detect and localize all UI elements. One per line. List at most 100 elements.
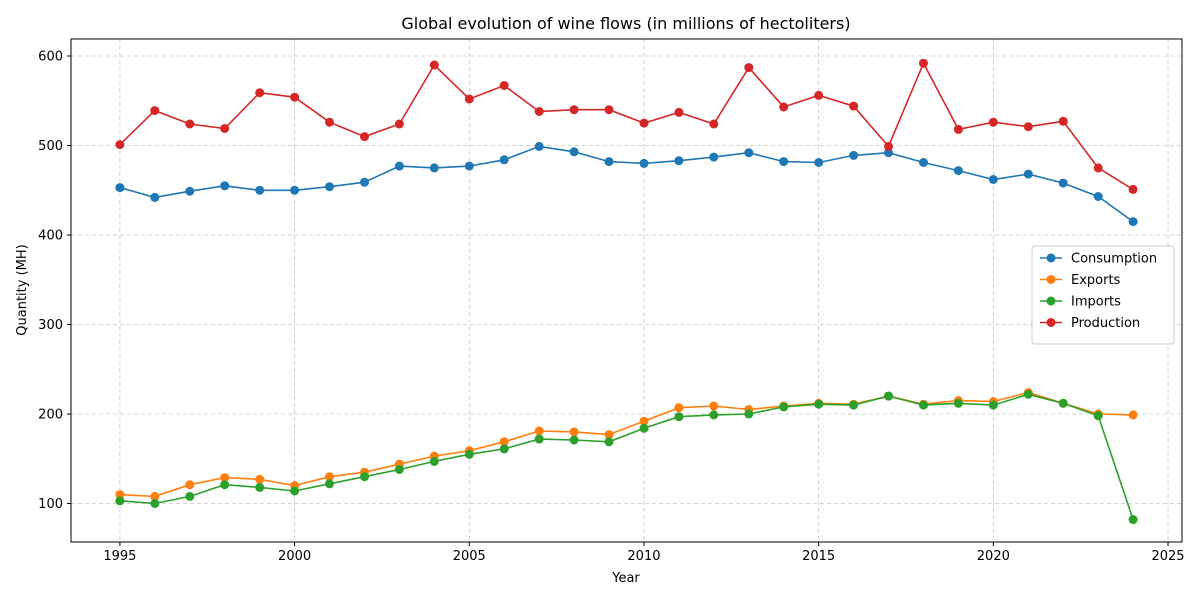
- x-tick-label: 2020: [977, 549, 1010, 564]
- series-production: [115, 58, 1138, 194]
- x-tick-label: 2000: [278, 549, 311, 564]
- production-point: [499, 81, 509, 90]
- consumption-point: [709, 152, 719, 162]
- consumption-point: [1058, 178, 1068, 188]
- imports-point: [220, 480, 230, 490]
- imports-point: [394, 465, 404, 474]
- y-axis-title: Quantity (MH): [15, 244, 30, 335]
- imports-point: [534, 434, 544, 444]
- imports-point: [1128, 515, 1138, 525]
- production-point: [744, 63, 754, 73]
- exports-point: [1128, 410, 1138, 420]
- exports-point: [604, 430, 614, 440]
- imports-point: [360, 472, 369, 482]
- imports-point: [290, 486, 300, 496]
- imports-point: [150, 499, 160, 508]
- consumption-point: [779, 157, 789, 167]
- x-tick-label: 2025: [1151, 549, 1184, 564]
- legend-box: [1031, 245, 1175, 345]
- exports-point: [220, 473, 230, 483]
- imports-point: [429, 456, 439, 466]
- series-consumption: [115, 141, 1138, 227]
- x-tick-label: 2005: [453, 549, 486, 564]
- imports-point: [115, 496, 125, 506]
- consumption-point: [604, 157, 614, 167]
- exports-point: [534, 426, 544, 436]
- imports-point: [953, 398, 963, 408]
- consumption-point: [394, 161, 404, 171]
- y-tick-label: 100: [38, 497, 63, 512]
- production-point: [709, 119, 719, 129]
- consumption-point: [744, 148, 754, 158]
- production-point: [290, 92, 300, 102]
- consumption-point: [919, 158, 928, 167]
- exports-point: [639, 416, 649, 426]
- imports-point: [1023, 389, 1033, 399]
- consumption-point: [255, 185, 265, 195]
- production-point: [255, 88, 265, 98]
- exports-point: [674, 403, 684, 413]
- series-imports: [115, 389, 1138, 525]
- production-point: [220, 124, 230, 133]
- x-tick-label: 2015: [802, 549, 835, 564]
- axis-ticks: 1995 2000 2005 2010 2015 2020 2025 100 200 300 400…: [38, 50, 1184, 564]
- consumption-point: [429, 163, 439, 173]
- legend-marker-exports: [1046, 275, 1056, 284]
- exports-point: [325, 472, 334, 482]
- exports-point: [499, 437, 509, 447]
- consumption-point: [115, 183, 125, 193]
- consumption-point: [1093, 192, 1103, 201]
- consumption-point: [360, 177, 369, 187]
- consumption-point: [953, 166, 963, 176]
- y-tick-label: 500: [38, 139, 63, 154]
- exports-point: [150, 491, 160, 501]
- consumption-point: [534, 141, 544, 151]
- series-lines: [115, 58, 1138, 525]
- plot-area-frame: [70, 38, 1183, 543]
- production-point: [919, 58, 928, 68]
- imports-point: [499, 444, 509, 454]
- production-point: [534, 107, 544, 116]
- production-point: [1023, 122, 1033, 132]
- imports-point: [814, 399, 824, 409]
- imports-point: [1093, 411, 1103, 421]
- grid: [71, 39, 1182, 542]
- production-point: [464, 94, 474, 104]
- imports-point: [988, 400, 998, 410]
- legend-label-exports: Exports: [1071, 273, 1121, 288]
- production-point: [115, 140, 125, 150]
- imports-point: [604, 437, 614, 447]
- production-point: [569, 105, 579, 115]
- chart-title: Global evolution of wine flows (in milli…: [401, 14, 850, 33]
- consumption-point: [325, 182, 334, 192]
- production-point: [779, 102, 789, 112]
- production-line: [119, 61, 1134, 191]
- consumption-point: [220, 181, 230, 191]
- production-point: [185, 119, 195, 129]
- x-tick-label: 2010: [627, 549, 660, 564]
- production-point: [325, 117, 334, 127]
- exports-point: [255, 474, 265, 484]
- imports-point: [255, 482, 265, 492]
- consumption-point: [464, 161, 474, 171]
- production-point: [604, 105, 614, 115]
- imports-point: [464, 449, 474, 459]
- imports-point: [185, 491, 195, 501]
- imports-point: [674, 412, 684, 422]
- y-tick-label: 200: [38, 408, 63, 423]
- exports-point: [569, 427, 579, 437]
- consumption-point: [1023, 169, 1033, 179]
- x-axis-title: Year: [611, 571, 640, 586]
- production-point: [1093, 163, 1103, 173]
- y-tick-label: 300: [38, 318, 63, 333]
- consumption-point: [988, 175, 998, 184]
- consumption-point: [814, 158, 824, 167]
- production-point: [1058, 116, 1068, 126]
- production-point: [394, 119, 404, 129]
- consumption-point: [290, 185, 300, 195]
- production-point: [953, 124, 963, 134]
- exports-point: [115, 490, 125, 500]
- imports-point: [744, 409, 754, 419]
